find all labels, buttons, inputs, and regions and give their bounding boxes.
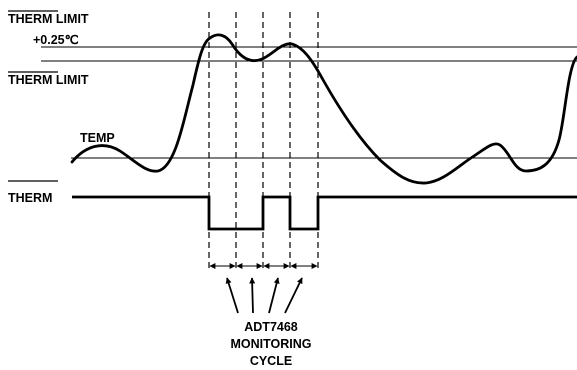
monitoring-label-line-3: CYCLE bbox=[250, 354, 292, 368]
temperature-curve bbox=[70, 33, 577, 185]
therm-limit-plus-label: THERM LIMIT bbox=[8, 12, 89, 26]
monitoring-pointer-arrow-1 bbox=[225, 277, 239, 314]
therm-limit-limit: LIMIT bbox=[52, 73, 88, 87]
therm-limit-plus-therm: THERM bbox=[8, 12, 52, 26]
therm-signal-waveform bbox=[72, 195, 577, 231]
monitoring-label-line-2: MONITORING bbox=[230, 337, 311, 351]
monitoring-pointer-arrow-4 bbox=[284, 277, 303, 314]
monitoring-label-line-1: ADT7468 bbox=[244, 320, 298, 334]
therm-signal-label: THERM bbox=[8, 191, 52, 205]
therm-limit-label: THERM LIMIT bbox=[8, 73, 89, 87]
therm-limit-plus-limit: LIMIT bbox=[52, 12, 88, 26]
temp-label: TEMP bbox=[80, 131, 115, 145]
monitoring-pointer-arrow-3 bbox=[268, 277, 280, 314]
monitoring-pointer-arrow-2 bbox=[249, 277, 256, 314]
therm-limit-therm: THERM bbox=[8, 73, 52, 87]
therm-limit-plus-offset: +0.25℃ bbox=[33, 33, 79, 47]
